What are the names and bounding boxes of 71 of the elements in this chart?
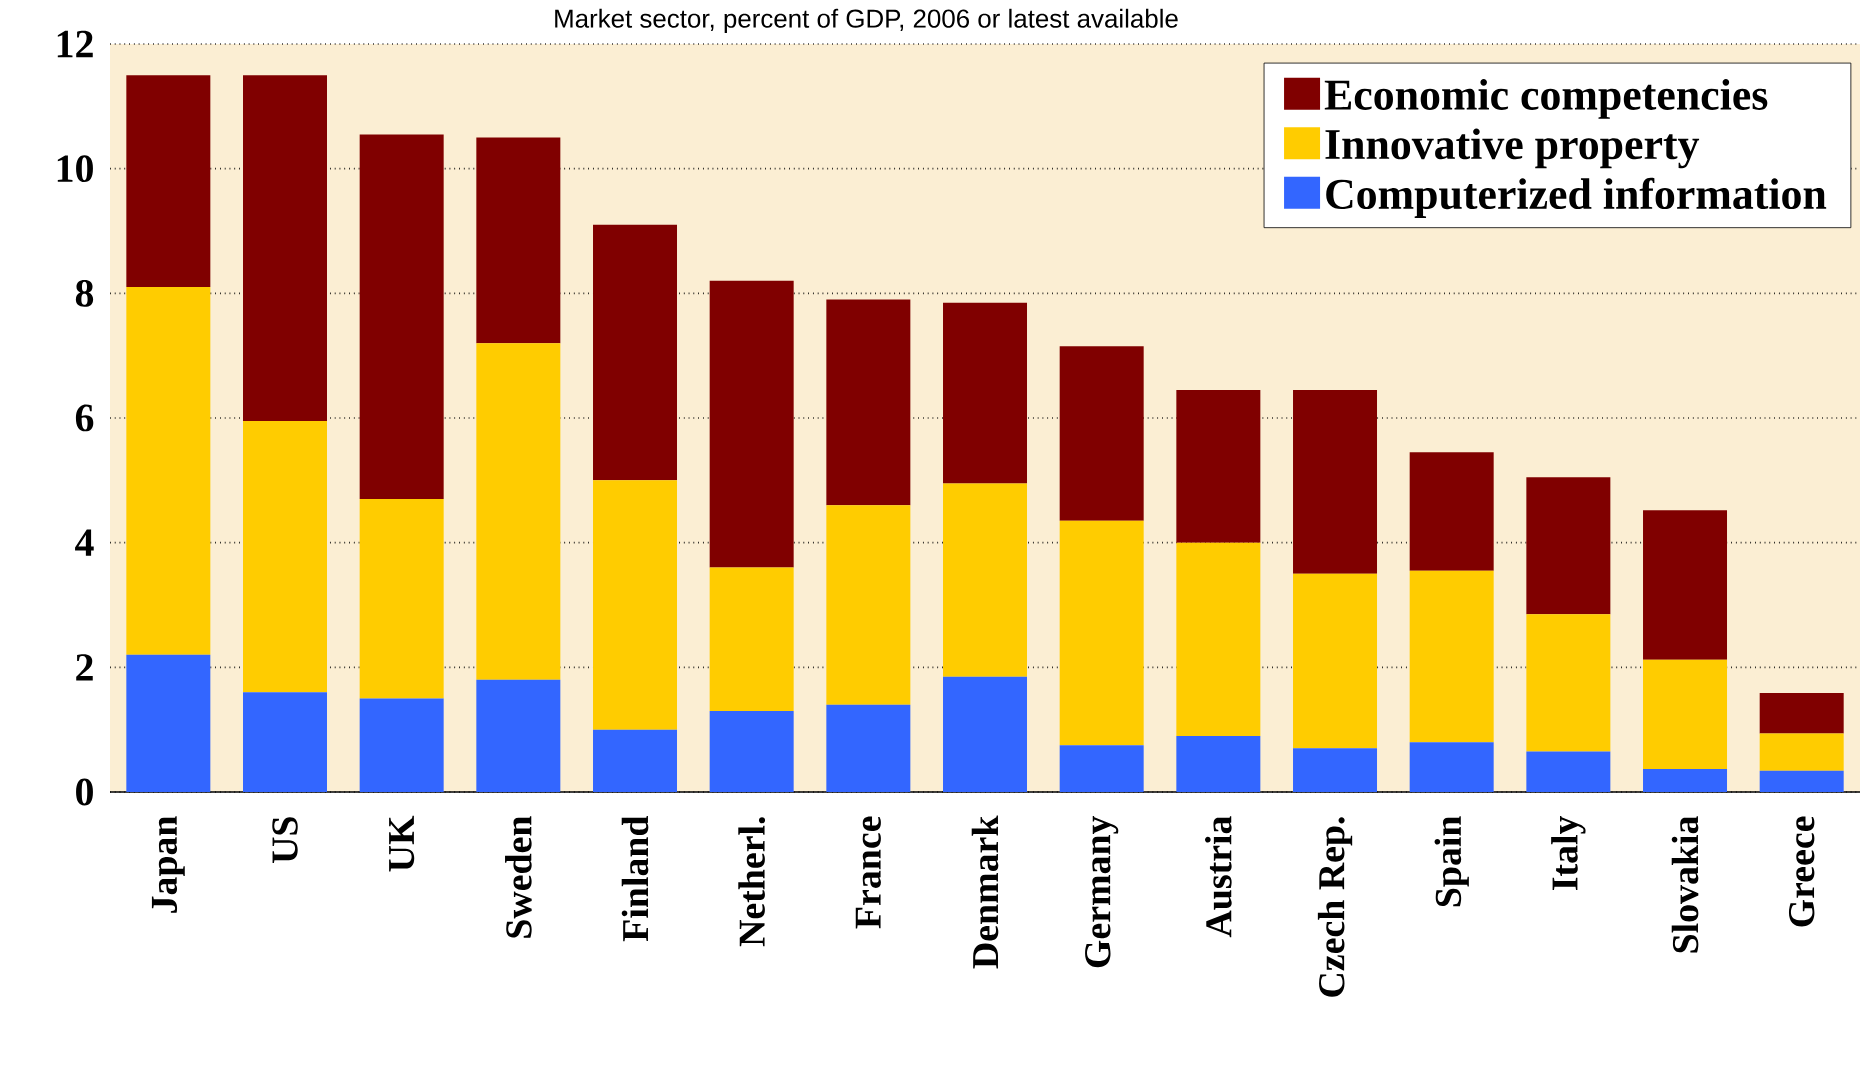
x-tick-label: Czech Rep. [1317, 817, 1353, 997]
y-tick-label: 12 [57, 30, 93, 58]
bar [1526, 477, 1611, 615]
legend-label: Computerized information [1326, 177, 1827, 219]
bar [476, 137, 561, 344]
x-tick-label: UK [389, 815, 415, 872]
bar [243, 421, 327, 693]
x-tick-label: Italy [1551, 815, 1586, 890]
x-tick-label: Finland [621, 815, 649, 942]
bar [1176, 735, 1261, 792]
y-tick-label: 0 [76, 778, 93, 806]
bar [1293, 389, 1378, 574]
bar [826, 704, 911, 792]
bar [943, 676, 1028, 792]
bar [1059, 520, 1144, 746]
x-tick-label: Greece [1788, 816, 1815, 927]
bar [1409, 452, 1494, 571]
bar [1176, 389, 1261, 543]
bar [1759, 692, 1844, 734]
bar [593, 480, 678, 730]
bar [359, 499, 444, 699]
y-tick-label: 2 [76, 654, 93, 681]
bar [709, 567, 794, 711]
bar [1759, 770, 1844, 792]
x-tick-label: Austria [1205, 816, 1232, 938]
x-tick-label: France [855, 816, 881, 929]
bar [1643, 659, 1728, 769]
bar [1059, 745, 1144, 792]
bar [826, 505, 911, 705]
bar [1526, 751, 1611, 792]
bar [593, 224, 678, 481]
x-tick-label: Germany [1085, 815, 1119, 968]
legend-label: Innovative property [1325, 128, 1700, 169]
bar [243, 75, 327, 422]
bar [709, 280, 794, 568]
bar [476, 679, 561, 792]
bar [476, 343, 561, 680]
x-tick-label: Slovakia [1671, 816, 1699, 953]
bar [1759, 733, 1844, 771]
y-tick-label: 8 [75, 279, 94, 307]
bar [243, 692, 327, 792]
bar [126, 654, 211, 792]
y-tick-label: 6 [75, 404, 94, 432]
bar [1526, 614, 1611, 752]
x-tick-label: Netherl. [738, 817, 766, 947]
bar [1293, 573, 1378, 749]
bar [126, 287, 211, 655]
y-tick-label: 4 [75, 529, 94, 556]
x-tick-label: Denmark [971, 815, 999, 969]
bar [826, 299, 911, 506]
bar [1409, 570, 1494, 743]
bar [1059, 346, 1144, 521]
bar [126, 75, 211, 288]
bar [1293, 748, 1378, 792]
bar [593, 729, 678, 792]
legend-label: Economic competencies [1324, 79, 1768, 119]
chart-title: Market sector, percent of GDP, 2006 or latest available [555, 8, 1178, 33]
bar [709, 710, 794, 792]
y-tick-label: 10 [57, 155, 93, 183]
bar [1643, 768, 1728, 792]
bar [359, 698, 444, 792]
x-tick-label: Sweden [505, 816, 532, 938]
x-tick-label: Japan [151, 816, 185, 913]
bar [943, 483, 1028, 677]
x-tick-label: Spain [1434, 816, 1469, 907]
x-tick-label: US [272, 817, 298, 863]
bar [943, 302, 1028, 484]
bar [359, 134, 444, 500]
bar [1409, 742, 1494, 792]
bar [1176, 542, 1261, 736]
bar [1643, 510, 1728, 660]
